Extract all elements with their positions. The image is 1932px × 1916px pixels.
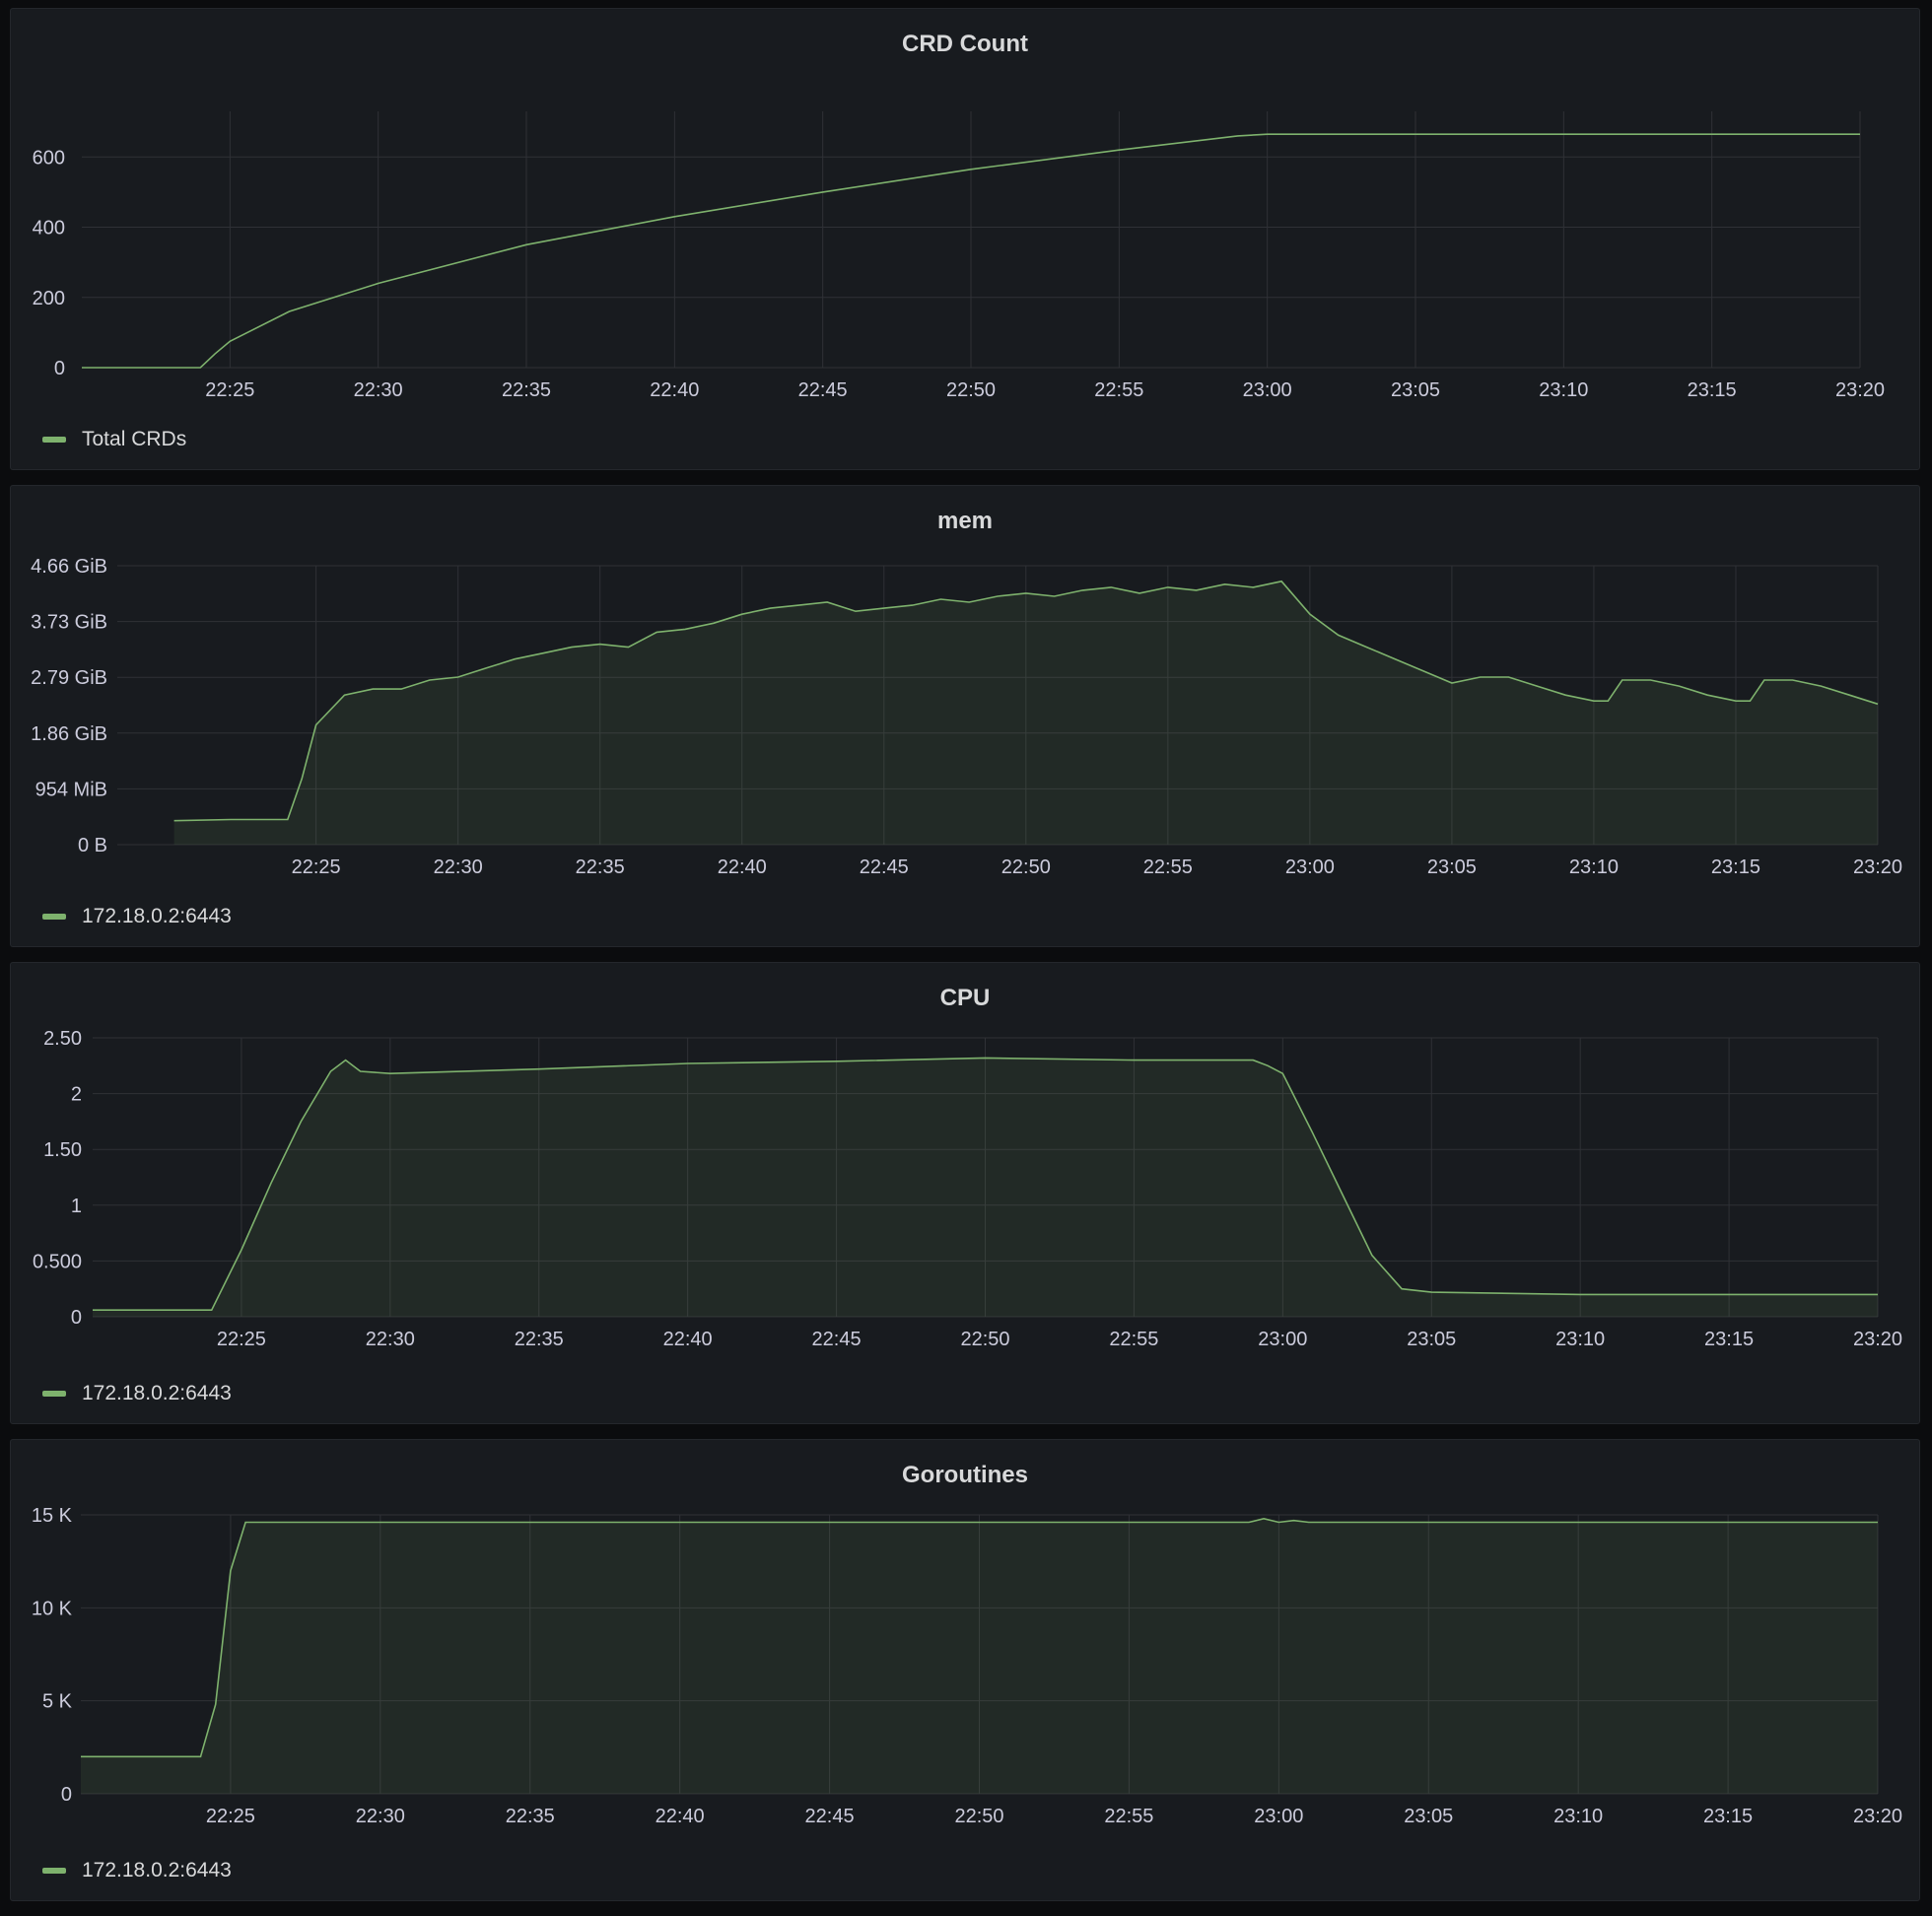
x-tick-label: 22:55 (1109, 1329, 1158, 1350)
legend-swatch (42, 914, 66, 920)
series-area (93, 1058, 1878, 1317)
y-tick-label: 2.50 (43, 1028, 82, 1050)
y-tick-label: 10 K (32, 1598, 73, 1619)
y-tick-label: 0 (61, 1784, 72, 1806)
x-tick-label: 23:15 (1703, 1806, 1753, 1827)
mem-panel: mem 0 B 954 MiB 1.86 GiB 2.79 GiB 3.73 GiB 4.… (10, 485, 1920, 947)
x-tick-label: 23:10 (1555, 1329, 1605, 1350)
x-tick-label: 22:25 (217, 1329, 266, 1350)
x-tick-label: 22:30 (354, 379, 403, 401)
y-tick-label: 4.66 GiB (31, 556, 107, 578)
series-line (173, 580, 1879, 822)
legend-label: 172.18.0.2:6443 (82, 1382, 232, 1404)
legend-swatch (42, 437, 66, 443)
x-tick-label: 23:05 (1427, 856, 1477, 878)
y-tick-label: 15 K (32, 1505, 73, 1527)
y-tick-label: 2.79 GiB (31, 667, 107, 689)
x-tick-label: 22:35 (576, 856, 625, 878)
legend-label: Total CRDs (82, 428, 187, 450)
x-tick-label: 23:10 (1569, 856, 1619, 878)
x-tick-label: 22:55 (1104, 1806, 1153, 1827)
y-tick-label: 600 (33, 147, 65, 169)
panel-title: Goroutines (901, 1462, 1028, 1488)
x-tick-label: 23:15 (1711, 856, 1760, 878)
legend[interactable]: 172.18.0.2:6443 (42, 1859, 232, 1882)
x-tick-label: 22:25 (206, 1806, 255, 1827)
x-tick-label: 22:30 (434, 856, 483, 878)
x-tick-label: 23:15 (1688, 379, 1737, 401)
x-tick-label: 23:10 (1539, 379, 1588, 401)
y-tick-label: 200 (33, 288, 65, 309)
y-tick-label: 0 (54, 358, 65, 379)
legend-label: 172.18.0.2:6443 (82, 1859, 232, 1882)
mem-chart: 0 B 954 MiB 1.86 GiB 2.79 GiB 3.73 GiB 4.66 G… (31, 556, 1902, 878)
x-tick-label: 22:40 (663, 1329, 713, 1350)
x-tick-label: 22:25 (292, 856, 341, 878)
y-tick-label: 1 (71, 1196, 82, 1217)
x-tick-label: 23:20 (1853, 1329, 1902, 1350)
x-tick-label: 22:40 (656, 1806, 705, 1827)
series-area (81, 1518, 1878, 1794)
x-tick-label: 23:00 (1258, 1329, 1307, 1350)
series-line (81, 1517, 1878, 1758)
panel-title: CRD Count (902, 31, 1028, 57)
legend[interactable]: 172.18.0.2:6443 (42, 905, 232, 928)
x-tick-label: 23:00 (1285, 856, 1335, 878)
x-tick-label: 22:45 (860, 856, 909, 878)
series-line (93, 1057, 1878, 1311)
x-tick-label: 22:35 (506, 1806, 555, 1827)
y-tick-label: 3.73 GiB (31, 612, 107, 634)
x-tick-label: 22:35 (502, 379, 551, 401)
x-tick-label: 23:05 (1407, 1329, 1456, 1350)
x-tick-label: 23:00 (1254, 1806, 1303, 1827)
legend-label: 172.18.0.2:6443 (82, 905, 232, 927)
x-tick-label: 22:50 (946, 379, 996, 401)
x-tick-label: 23:00 (1243, 379, 1292, 401)
x-tick-label: 22:55 (1143, 856, 1193, 878)
y-tick-label: 0 B (78, 835, 107, 856)
cpu-panel: CPU 0 0.500 1 1.50 2 2.50 22:25 22:30 22:35 22:40… (10, 962, 1920, 1424)
x-tick-label: 22:55 (1094, 379, 1143, 401)
x-tick-label: 22:40 (718, 856, 767, 878)
y-tick-label: 954 MiB (35, 779, 107, 800)
series-line (82, 133, 1860, 369)
panel-title: mem (936, 508, 994, 534)
y-tick-label: 0.500 (33, 1251, 82, 1272)
x-tick-label: 22:50 (960, 1329, 1009, 1350)
goroutines-panel: Goroutines 0 5 K 10 K 15 K 22:25 22:30 22:35 22… (10, 1439, 1920, 1901)
x-tick-label: 22:50 (954, 1806, 1003, 1827)
x-tick-label: 22:30 (366, 1329, 415, 1350)
x-tick-label: 23:20 (1835, 379, 1885, 401)
x-tick-label: 22:50 (1001, 856, 1051, 878)
x-tick-label: 22:35 (515, 1329, 564, 1350)
legend[interactable]: Total CRDs (42, 428, 186, 451)
y-tick-label: 0 (71, 1307, 82, 1329)
y-tick-label: 400 (33, 218, 65, 240)
crd-count-panel: CRD Count 0 200 400 600 22:25 22:30 22:35 22:40… (10, 8, 1920, 470)
legend[interactable]: 172.18.0.2:6443 (42, 1382, 232, 1405)
panel-title: CPU (939, 985, 991, 1011)
series-area (173, 581, 1879, 845)
x-tick-label: 23:20 (1853, 1806, 1902, 1827)
x-tick-label: 22:45 (812, 1329, 862, 1350)
x-tick-label: 23:10 (1553, 1806, 1603, 1827)
crd-count-chart: 0 200 400 600 22:25 22:30 22:35 22:40 22:45 22:50… (33, 111, 1885, 401)
legend-swatch (42, 1391, 66, 1397)
x-tick-label: 23:15 (1704, 1329, 1754, 1350)
y-tick-label: 2 (71, 1084, 82, 1106)
x-tick-label: 23:05 (1404, 1806, 1453, 1827)
x-tick-label: 22:30 (356, 1806, 405, 1827)
x-tick-label: 22:45 (805, 1806, 855, 1827)
x-tick-label: 22:40 (650, 379, 699, 401)
x-tick-label: 23:05 (1391, 379, 1440, 401)
cpu-chart: 0 0.500 1 1.50 2 2.50 22:25 22:30 22:35 22:40 22:4… (33, 1028, 1902, 1350)
x-tick-label: 22:25 (205, 379, 254, 401)
x-tick-label: 23:20 (1853, 856, 1902, 878)
y-tick-label: 5 K (42, 1691, 73, 1713)
legend-swatch (42, 1868, 66, 1874)
y-tick-label: 1.86 GiB (31, 723, 107, 745)
goroutines-chart: 0 5 K 10 K 15 K 22:25 22:30 22:35 22:40 22:45 22:… (32, 1505, 1902, 1827)
x-tick-label: 22:45 (798, 379, 848, 401)
y-tick-label: 1.50 (43, 1139, 82, 1161)
